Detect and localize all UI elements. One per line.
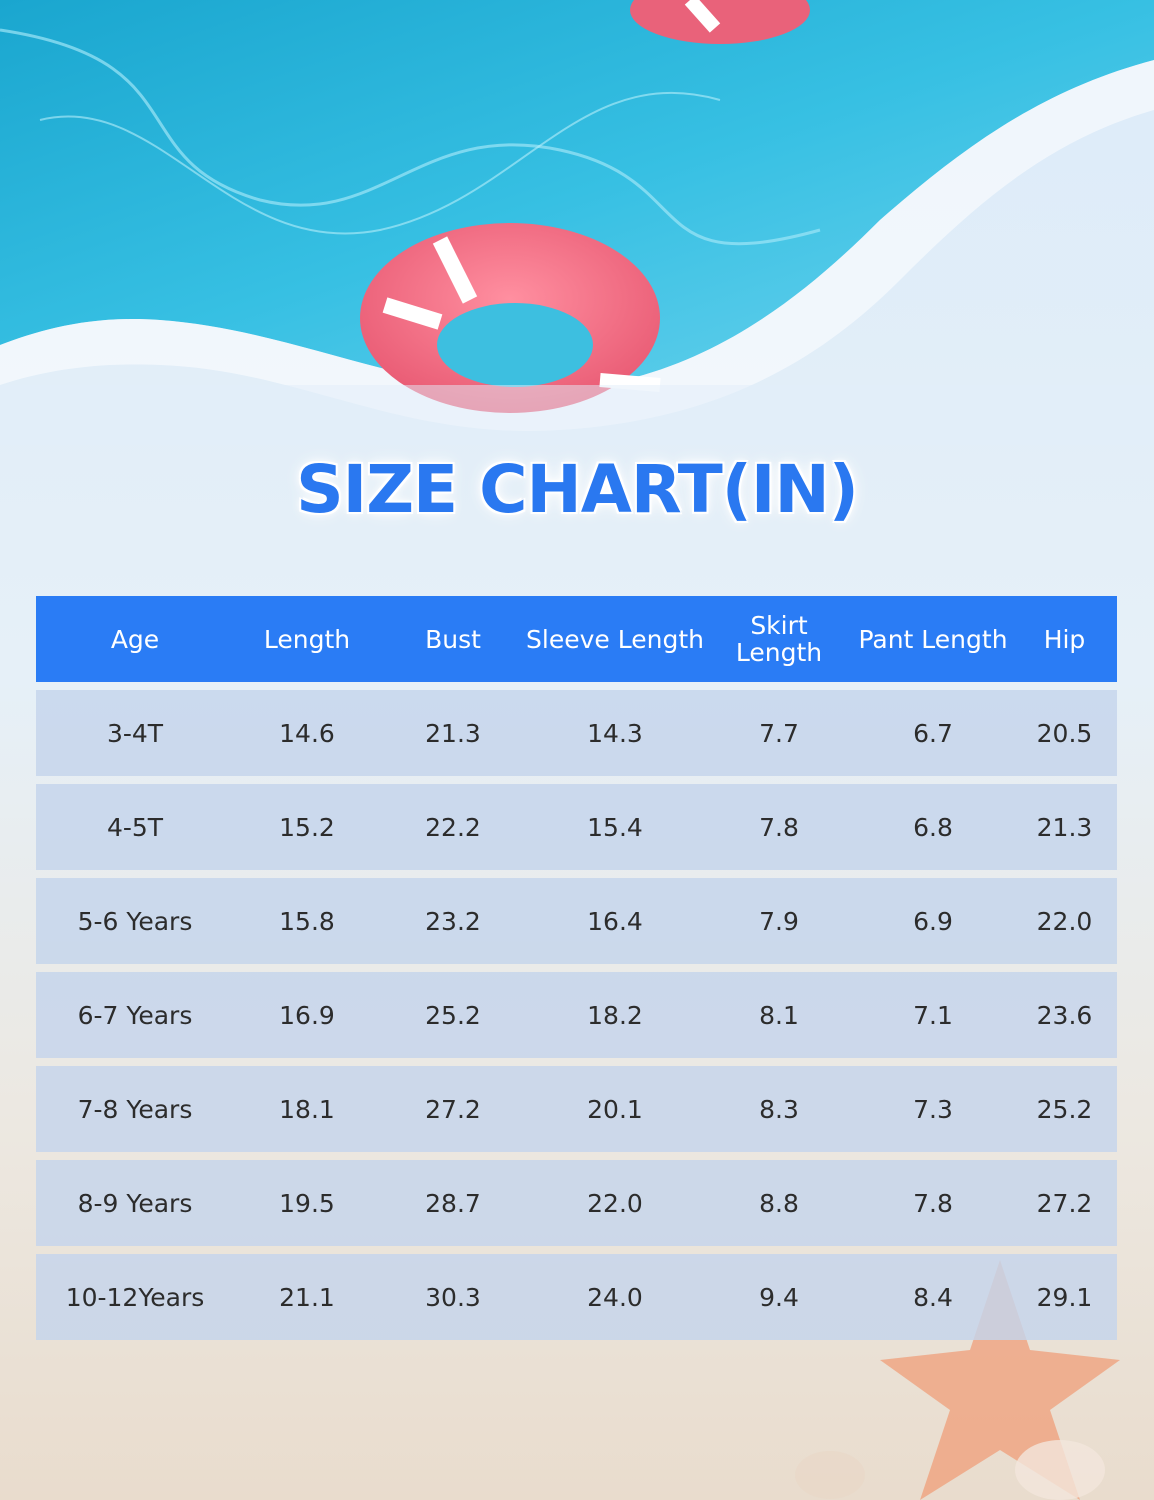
table-row: 6-7 Years 16.9 25.2 18.2 8.1 7.1 23.6 (36, 972, 1117, 1058)
cell-hip: 27.2 (1036, 1188, 1093, 1218)
size-chart-table: Age Length Bust Sleeve Length Skirt Leng… (36, 596, 1117, 1340)
header-sleeve-length: Sleeve Length (526, 624, 704, 654)
header-age: Age (110, 624, 160, 654)
cell-skirt-length: 9.4 (759, 1282, 799, 1312)
cell-hip: 25.2 (1036, 1094, 1093, 1124)
cell-skirt-length: 7.8 (759, 812, 799, 842)
header-hip: Hip (1043, 624, 1086, 654)
cell-sleeve-length: 16.4 (587, 906, 643, 936)
cell-bust: 28.7 (425, 1188, 481, 1218)
header-skirt-length: Skirt Length (735, 611, 823, 667)
cell-bust: 30.3 (425, 1282, 481, 1312)
cell-skirt-length: 8.1 (759, 1000, 799, 1030)
cell-length: 18.1 (279, 1094, 335, 1124)
cell-bust: 22.2 (425, 812, 481, 842)
table-row: 5-6 Years 15.8 23.2 16.4 7.9 6.9 22.0 (36, 878, 1117, 964)
cell-length: 19.5 (279, 1188, 335, 1218)
cell-length: 16.9 (279, 1000, 335, 1030)
cell-length: 21.1 (279, 1282, 335, 1312)
cell-pant-length: 6.7 (913, 718, 953, 748)
header-bust: Bust (425, 624, 481, 654)
header-length: Length (263, 624, 351, 654)
page-title: SIZE CHART(IN) (296, 451, 859, 528)
cell-skirt-length: 7.7 (759, 718, 799, 748)
cell-bust: 27.2 (425, 1094, 481, 1124)
cell-age: 7-8 Years (77, 1094, 193, 1124)
cell-sleeve-length: 15.4 (587, 812, 643, 842)
cell-age: 8-9 Years (77, 1188, 193, 1218)
cell-skirt-length: 8.3 (759, 1094, 799, 1124)
table-row: 4-5T 15.2 22.2 15.4 7.8 6.8 21.3 (36, 784, 1117, 870)
cell-hip: 23.6 (1036, 1000, 1093, 1030)
cell-pant-length: 6.8 (913, 812, 953, 842)
table-row: 8-9 Years 19.5 28.7 22.0 8.8 7.8 27.2 (36, 1160, 1117, 1246)
table-row: 3-4T 14.6 21.3 14.3 7.7 6.7 20.5 (36, 690, 1117, 776)
cell-sleeve-length: 24.0 (587, 1282, 643, 1312)
cell-hip: 22.0 (1036, 906, 1093, 936)
header-pant-length: Pant Length (858, 624, 1008, 654)
cell-pant-length: 7.8 (913, 1188, 953, 1218)
cell-sleeve-length: 14.3 (587, 718, 643, 748)
cell-skirt-length: 8.8 (759, 1188, 799, 1218)
cell-age: 3-4T (106, 718, 164, 748)
cell-pant-length: 7.3 (913, 1094, 953, 1124)
cell-hip: 29.1 (1036, 1282, 1093, 1312)
cell-pant-length: 8.4 (913, 1282, 953, 1312)
cell-age: 6-7 Years (77, 1000, 193, 1030)
cell-length: 15.8 (279, 906, 335, 936)
table-header-row: Age Length Bust Sleeve Length Skirt Leng… (36, 596, 1117, 682)
table-row: 7-8 Years 18.1 27.2 20.1 8.3 7.3 25.2 (36, 1066, 1117, 1152)
cell-sleeve-length: 18.2 (587, 1000, 643, 1030)
cell-pant-length: 6.9 (913, 906, 953, 936)
cell-sleeve-length: 22.0 (587, 1188, 643, 1218)
cell-age: 5-6 Years (77, 906, 193, 936)
cell-pant-length: 7.1 (913, 1000, 953, 1030)
table-row: 10-12Years 21.1 30.3 24.0 9.4 8.4 29.1 (36, 1254, 1117, 1340)
cell-age: 10-12Years (65, 1282, 205, 1312)
cell-hip: 21.3 (1036, 812, 1093, 842)
cell-age: 4-5T (106, 812, 164, 842)
cell-bust: 23.2 (425, 906, 481, 936)
cell-bust: 21.3 (425, 718, 481, 748)
cell-bust: 25.2 (425, 1000, 481, 1030)
cell-skirt-length: 7.9 (759, 906, 799, 936)
cell-length: 14.6 (279, 718, 335, 748)
cell-sleeve-length: 20.1 (587, 1094, 643, 1124)
cell-length: 15.2 (279, 812, 335, 842)
cell-hip: 20.5 (1036, 718, 1093, 748)
